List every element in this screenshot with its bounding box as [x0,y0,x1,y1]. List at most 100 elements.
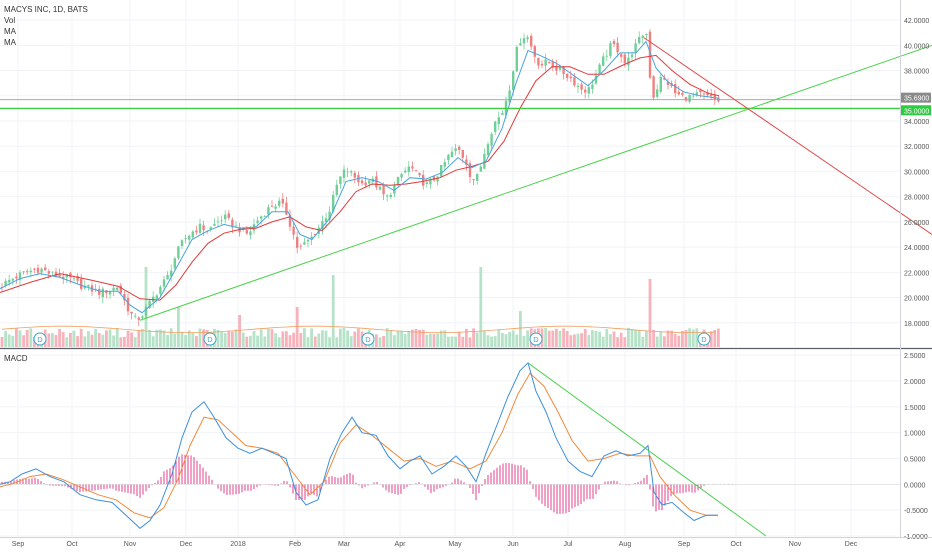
candle-body [321,221,324,230]
volume-bar [418,329,421,347]
candle-body [695,92,698,96]
dividend-marker-letter: D [37,335,43,344]
candle-body [26,271,29,273]
volume-bar [663,336,666,347]
candle-body [155,295,158,299]
volume-bar [184,335,187,347]
volume-bar [220,332,223,347]
trend-line-falling-resistance[interactable] [643,37,932,235]
volume-ma-line [1,325,717,333]
candle-body [162,279,166,287]
candle-body [688,94,691,102]
trend-line-macd-falling-line[interactable] [527,362,767,537]
candle-body [339,176,342,185]
candle-body [191,231,194,238]
candle-body [274,206,277,209]
volume-bar [457,331,461,347]
grid [0,0,900,537]
candle-body [87,284,90,287]
volume-bar [274,333,277,347]
volume-bar [342,327,346,347]
volume-bar [447,336,450,347]
candle-body [512,71,515,91]
volume-indicator-label[interactable]: Vol [4,16,16,25]
candle-body [263,216,266,217]
candle-body [591,84,594,89]
volume-bar [353,331,357,347]
volume-bar [562,328,565,347]
volume-bar [450,336,454,347]
candle-body [69,272,72,278]
candle-body [702,93,706,95]
candle-body [710,93,713,97]
current-price-tag-bg [901,92,931,103]
candle-body [432,176,436,181]
candle-body [292,226,295,235]
volume-bar [490,336,493,347]
candle-body [508,90,511,103]
volume-bar [335,337,339,347]
symbol-title[interactable]: MACYS INC, 1D, BATS [4,5,88,14]
volume-bar [493,336,497,347]
candle-body [29,270,32,273]
volume-bar [436,333,439,347]
candle-body [342,169,346,179]
candle-body [422,174,425,186]
dividend-marker[interactable] [361,332,375,346]
trend-line-rising-support[interactable] [139,44,932,321]
dividend-marker[interactable] [203,332,217,346]
volume-bar [565,330,569,347]
macd-label[interactable]: MACD [4,354,28,363]
candle-body [440,165,443,177]
dividend-marker-letter: D [533,335,539,344]
candle-body [494,121,497,132]
volume-bar [655,336,659,347]
volume-bar [25,329,29,347]
volume-bar [198,328,202,347]
candle-body [576,85,580,88]
price-axis-tick-label: 22.0000 [904,270,929,277]
volume-bar [357,328,360,347]
volume-bar [400,330,403,347]
candle-body [630,54,634,58]
candle-body [360,180,364,184]
candle-body [602,56,605,66]
time-axis-tick-label: Dec [845,541,858,548]
time-axis-tick-label: Jul [564,541,573,548]
ma-indicator-label[interactable]: MA [4,27,16,36]
volume-bar [475,332,479,347]
candle-body [173,258,176,269]
macd-signal-line [0,372,718,519]
dividend-marker[interactable] [33,332,47,346]
candle-body [540,63,544,66]
dividend-marker[interactable] [697,332,711,346]
volume-bar [547,330,551,347]
candle-body [144,306,148,316]
volume-bar [407,330,411,347]
volume-bar [69,332,72,347]
volume-bar [169,328,173,347]
volume-bar [317,333,321,347]
candle-body [260,216,263,219]
price-axis-tick-label: 24.0000 [904,245,929,252]
candle-body [33,268,36,270]
volume-bar [94,328,97,347]
volume-bar [130,332,133,347]
dividend-marker[interactable] [529,332,543,346]
volume-bar [29,328,33,347]
volume-bar [166,334,169,347]
candle-body [627,57,630,66]
ma-indicator-label-2[interactable]: MA [4,38,16,47]
volume-bar [231,331,234,347]
volume-bar [432,334,436,347]
candle-body [594,75,598,84]
candle-body [22,271,25,273]
trend-lines[interactable] [139,37,932,321]
candle-body [288,214,292,227]
candle-body [166,274,169,280]
candle-body [15,276,18,279]
time-axis-tick-label: Apr [395,541,407,548]
volume-bar [519,311,522,347]
